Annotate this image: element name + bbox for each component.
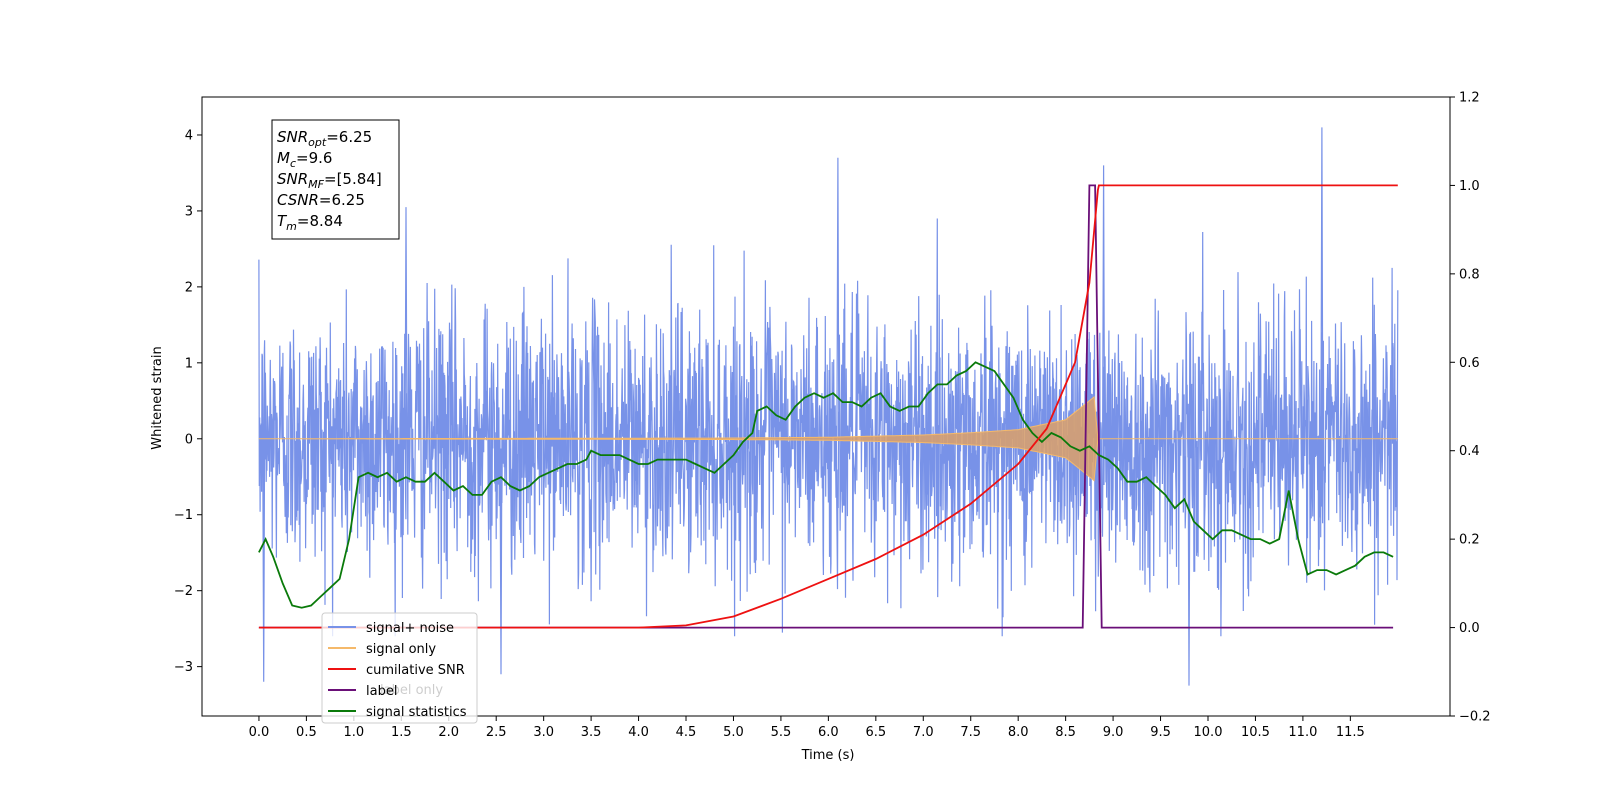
x-tick-label: 4.0: [628, 725, 649, 740]
x-tick-label: 3.5: [581, 725, 602, 740]
x-tick-label: 2.5: [486, 725, 507, 740]
x-tick-label: 6.5: [865, 725, 886, 740]
y-tick-label: 0: [185, 432, 193, 447]
stats-line: SNRopt=6.25: [277, 128, 372, 149]
y2-tick-label: 0.0: [1459, 621, 1480, 636]
x-tick-label: 4.5: [676, 725, 697, 740]
y-axis-left: −3 −2 −1 0 1 2 3 4: [174, 128, 202, 675]
x-tick-label: 10.0: [1194, 725, 1223, 740]
plot-area: [258, 127, 1399, 686]
y-tick-label: 2: [185, 280, 193, 295]
x-tick-label: 8.0: [1008, 725, 1029, 740]
legend-label: signal only: [366, 642, 436, 657]
stats-line: CSNR=6.25: [277, 191, 365, 209]
x-tick-label: 11.0: [1288, 725, 1317, 740]
x-axis-label: Time (s): [801, 748, 855, 763]
plot-border: [201, 96, 1451, 717]
axes-frame: [201, 96, 1451, 717]
legend-label: label: [366, 684, 397, 699]
stats-line: Mc=9.6: [277, 149, 332, 170]
series-cumulative-snr: [258, 184, 1398, 629]
stats-box-frame: [271, 119, 400, 240]
x-tick-label: 7.5: [960, 725, 981, 740]
y2-tick-label: 1.0: [1459, 179, 1480, 194]
x-tick-label: 2.0: [438, 725, 459, 740]
series-label: [258, 184, 1394, 629]
y-tick-label: −3: [174, 660, 193, 675]
y2-tick-label: 0.6: [1459, 356, 1480, 371]
y-axis-right: −0.2 0.0 0.2 0.4 0.6 0.8 1.0 1.2: [1450, 91, 1491, 725]
y-tick-label: 3: [185, 204, 193, 219]
x-tick-label: 5.5: [771, 725, 792, 740]
x-tick-label: 3.0: [533, 725, 554, 740]
x-tick-label: 7.0: [913, 725, 934, 740]
y2-tick-label: 1.2: [1459, 91, 1480, 106]
x-tick-label: 11.5: [1336, 725, 1365, 740]
x-tick-label: 1.0: [344, 725, 365, 740]
stats-line: Tm=8.84: [277, 212, 343, 233]
y-axis-label: Whitened strain: [150, 346, 165, 449]
legend-label: signal+ noise: [366, 621, 454, 636]
y-tick-label: 1: [185, 356, 193, 371]
x-tick-label: 5.0: [723, 725, 744, 740]
y2-tick-label: 0.4: [1459, 444, 1480, 459]
stats-line: SNRMF=[5.84]: [277, 170, 382, 191]
x-tick-label: 10.5: [1241, 725, 1270, 740]
legend-frame: [321, 612, 478, 724]
x-tick-label: 1.5: [391, 725, 412, 740]
x-tick-label: 0.0: [249, 725, 270, 740]
x-tick-label: 6.0: [818, 725, 839, 740]
y2-tick-label: 0.8: [1459, 267, 1480, 282]
series-signal-only: [258, 396, 1398, 482]
x-tick-label: 9.5: [1150, 725, 1171, 740]
legend-label: cumilative SNR: [366, 663, 465, 678]
x-tick-label: 0.5: [296, 725, 317, 740]
y-tick-label: −2: [174, 584, 193, 599]
legend-label: signal statistics: [366, 705, 467, 720]
y-tick-label: 4: [185, 128, 193, 143]
x-axis: 0.0 0.5 1.0 1.5 2.0 2.5 3.0 3.5 4.0 4.5 5.0 5.5 6.0 6…: [249, 716, 1365, 740]
y2-tick-label: 0.2: [1459, 533, 1480, 548]
y2-tick-label: −0.2: [1459, 710, 1491, 725]
series-signal-statistics: [258, 361, 1394, 609]
series-signal-noise: [258, 127, 1399, 686]
x-tick-label: 8.5: [1055, 725, 1076, 740]
y-tick-label: −1: [174, 508, 193, 523]
x-tick-label: 9.0: [1103, 725, 1124, 740]
